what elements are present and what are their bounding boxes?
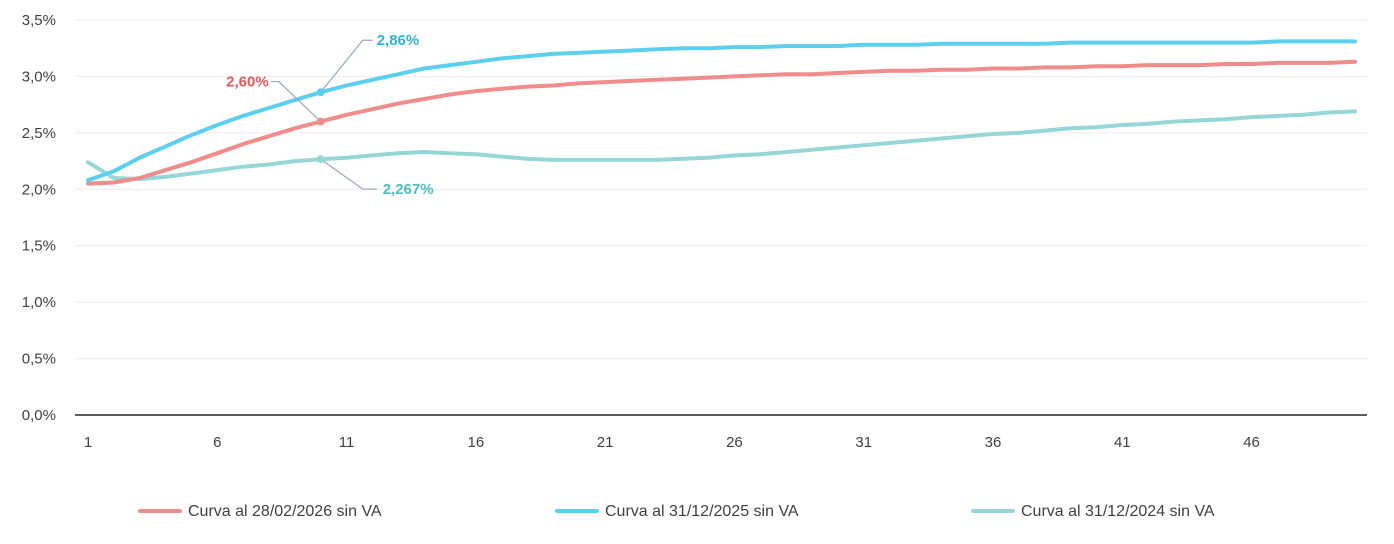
y-tick-label: 0,5% (22, 351, 56, 368)
legend-label: Curva al 31/12/2024 sin VA (1021, 503, 1215, 520)
series-line-3 (86, 109, 1357, 182)
series-lines (86, 39, 1357, 186)
x-tick-label: 16 (468, 434, 485, 451)
x-tick-label: 1 (84, 434, 92, 451)
y-tick-label: 2,0% (22, 181, 56, 198)
y-tick-label: 1,5% (22, 238, 56, 255)
y-tick-label: 3,0% (22, 68, 56, 85)
legend-label: Curva al 28/02/2026 sin VA (188, 503, 382, 520)
annotation-label: 2,267% (383, 181, 434, 198)
y-tick-label: 2,5% (22, 125, 56, 142)
annotations: 2,60% 2,86% 2,267% (226, 32, 433, 198)
x-axis-ticks: 1 6 11 16 21 26 31 36 41 46 (84, 434, 1260, 451)
legend-label: Curva al 31/12/2025 sin VA (605, 503, 799, 520)
x-tick-label: 21 (597, 434, 614, 451)
x-tick-label: 6 (213, 434, 221, 451)
x-tick-label: 26 (726, 434, 743, 451)
x-tick-label: 46 (1243, 434, 1260, 451)
annotation-leader (270, 80, 322, 123)
annotation-label: 2,86% (377, 32, 420, 49)
y-tick-label: 0,0% (22, 407, 56, 424)
annotation-leader (320, 39, 373, 93)
annotation-label: 2,60% (226, 74, 269, 91)
x-tick-label: 41 (1114, 434, 1131, 451)
annotation-marker (316, 88, 325, 97)
x-tick-label: 36 (985, 434, 1002, 451)
series-line-1 (86, 59, 1357, 186)
legend: Curva al 28/02/2026 sin VA Curva al 31/12… (138, 503, 1215, 520)
annotation-marker (316, 117, 325, 126)
y-tick-label: 1,0% (22, 294, 56, 311)
annotation-leader (320, 158, 377, 190)
gridlines (75, 19, 1367, 360)
y-axis-ticks: 0,0% 0,5% 1,0% 1,5% 2,0% 2,5% 3,0% 3,5% (22, 12, 56, 424)
series-line-2 (86, 39, 1357, 183)
x-tick-label: 31 (855, 434, 872, 451)
annotation-marker (316, 155, 325, 164)
y-tick-label: 3,5% (22, 12, 56, 29)
x-tick-label: 11 (339, 434, 355, 451)
